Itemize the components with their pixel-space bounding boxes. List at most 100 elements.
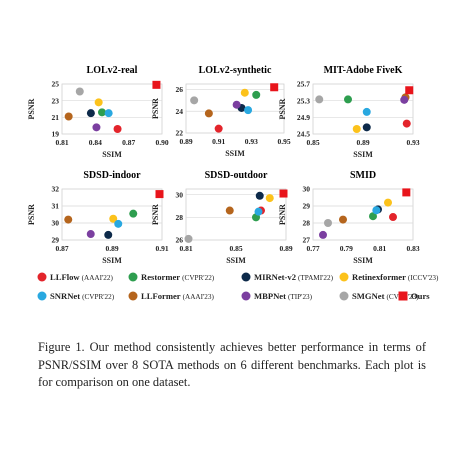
legend-marker-circle <box>128 291 138 301</box>
point-retinexformer <box>109 214 118 223</box>
point-retinexformer <box>265 194 274 203</box>
point-ours <box>405 86 414 95</box>
legend-marker-circle <box>241 272 251 282</box>
x-axis-label: SSIM <box>102 150 122 159</box>
legend-marker-circle <box>339 291 349 301</box>
y-tick-label: 25.3 <box>297 96 310 105</box>
y-tick-label: 27 <box>303 236 311 245</box>
point-snrnet <box>104 109 113 118</box>
x-tick-label: 0.84 <box>89 138 102 147</box>
x-axis-label: SSIM <box>353 256 373 265</box>
x-tick-label: 0.81 <box>179 244 192 253</box>
x-axis-label: SSIM <box>353 150 373 159</box>
y-tick-label: 29 <box>303 202 311 211</box>
point-retinexformer <box>94 98 103 107</box>
point-smgnet <box>324 219 332 227</box>
legend-marker-circle <box>37 291 47 301</box>
legend-item: MIRNet-v2 (TPAMI'22) <box>241 272 334 282</box>
legend-label: MBPNet (TIP'23) <box>254 291 313 301</box>
chart-title: LOLv2-real <box>87 65 138 76</box>
point-llformer <box>64 112 73 121</box>
legend-marker-circle <box>37 272 47 282</box>
legend-item: LLFlow (AAAI'22) <box>37 272 113 282</box>
chart-2: LOLv2-synthetic 22 24 26 0.89 0.91 0.93 0.95 SSI… <box>151 65 291 158</box>
plot-frame <box>61 188 163 241</box>
legend-item: SNRNet (CVPR'22) <box>37 291 115 301</box>
chart-5: SDSD-outdoor 26 28 30 0.81 0.85 0.89 SSIM PSNR <box>151 170 293 265</box>
chart-1: LOLv2-real 19 21 23 25 0.81 0.84 0.87 0.90 SSIM PS… <box>27 65 169 159</box>
chart-title: SDSD-indoor <box>83 170 141 181</box>
x-tick-label: 0.81 <box>373 244 386 253</box>
legend-item: LLFormer (AAAI'23) <box>128 291 214 301</box>
point-mirnet-v2 <box>104 230 113 239</box>
x-tick-label: 0.77 <box>306 244 319 253</box>
legend-marker-circle <box>128 272 138 282</box>
y-axis-label: PSNR <box>151 98 160 119</box>
scatter-plots-grid: LOLv2-real 19 21 23 25 0.81 0.84 0.87 0.90 SSIM PS… <box>27 65 439 301</box>
legend-label: SNRNet (CVPR'22) <box>50 291 115 301</box>
point-restormer <box>369 212 377 221</box>
point-retinexformer <box>352 125 361 133</box>
figure-caption: Figure 1. Our method consistently achiev… <box>38 340 426 390</box>
x-axis-label: SSIM <box>226 256 246 265</box>
legend-label: SMGNet(CVPR'23) <box>352 291 419 301</box>
y-tick-label: 22 <box>176 129 184 138</box>
x-tick-label: 0.89 <box>179 137 192 146</box>
point-mbpnet <box>400 95 409 104</box>
y-tick-label: 30 <box>52 219 60 228</box>
x-tick-label: 0.79 <box>340 244 353 253</box>
y-tick-label: 30 <box>176 190 184 199</box>
point-llflow <box>389 213 397 222</box>
legend-label: LLFlow (AAAI'22) <box>50 272 113 282</box>
y-tick-label: 28 <box>176 213 184 222</box>
y-tick-label: 26 <box>176 85 184 94</box>
legend-label: LLFormer (AAAI'23) <box>141 291 214 301</box>
x-tick-label: 0.91 <box>212 137 225 146</box>
legend-marker-circle <box>339 272 349 282</box>
y-tick-label: 31 <box>52 202 60 211</box>
x-tick-label: 0.87 <box>122 138 135 147</box>
chart-title: LOLv2-synthetic <box>199 65 272 76</box>
legend-item: Ours <box>398 291 430 301</box>
y-tick-label: 25 <box>52 80 60 89</box>
legend-marker-square <box>398 291 408 301</box>
legend-label: MIRNet-v2 (TPAMI'22) <box>254 272 334 282</box>
point-llflow <box>113 125 122 133</box>
point-mbpnet <box>232 100 241 109</box>
point-snrnet <box>254 207 263 216</box>
y-axis-label: PSNR <box>27 98 36 119</box>
chart-title: SDSD-outdoor <box>205 170 268 181</box>
chart-title: MIT-Adobe FiveK <box>324 65 403 76</box>
point-mbpnet <box>86 230 95 239</box>
chart-4: SDSD-indoor 29 30 31 32 0.87 0.89 0.91 SSIM PSNR <box>27 170 169 265</box>
y-tick-label: 26 <box>176 236 184 245</box>
point-smgnet <box>315 95 324 104</box>
point-smgnet <box>184 234 193 243</box>
x-tick-label: 0.91 <box>155 244 168 253</box>
point-ours <box>155 190 164 199</box>
point-restormer <box>98 108 106 117</box>
y-tick-label: 29 <box>52 236 60 245</box>
point-retinexformer <box>240 88 249 97</box>
x-tick-label: 0.85 <box>306 138 319 147</box>
y-tick-label: 24.5 <box>297 130 310 139</box>
y-tick-label: 21 <box>52 113 60 122</box>
point-llformer <box>204 109 213 118</box>
point-mbpnet <box>319 230 327 239</box>
point-llflow <box>402 119 411 128</box>
y-tick-label: 19 <box>52 130 60 139</box>
y-axis-label: PSNR <box>27 204 36 225</box>
x-tick-label: 0.93 <box>406 138 419 147</box>
y-axis-label: PSNR <box>278 204 287 225</box>
y-tick-label: 28 <box>303 219 311 228</box>
point-smgnet <box>75 87 84 96</box>
y-tick-label: 30 <box>303 185 311 194</box>
y-axis-label: PSNR <box>151 204 160 225</box>
plot-frame <box>185 83 285 134</box>
point-ours <box>152 80 161 89</box>
point-snrnet <box>244 106 253 115</box>
point-smgnet <box>190 96 199 105</box>
y-tick-label: 24 <box>176 107 184 116</box>
point-mbpnet <box>92 123 101 132</box>
